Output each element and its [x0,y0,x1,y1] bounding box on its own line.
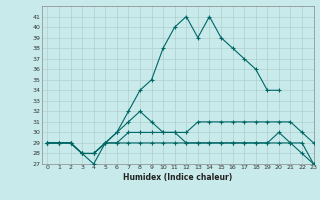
X-axis label: Humidex (Indice chaleur): Humidex (Indice chaleur) [123,173,232,182]
